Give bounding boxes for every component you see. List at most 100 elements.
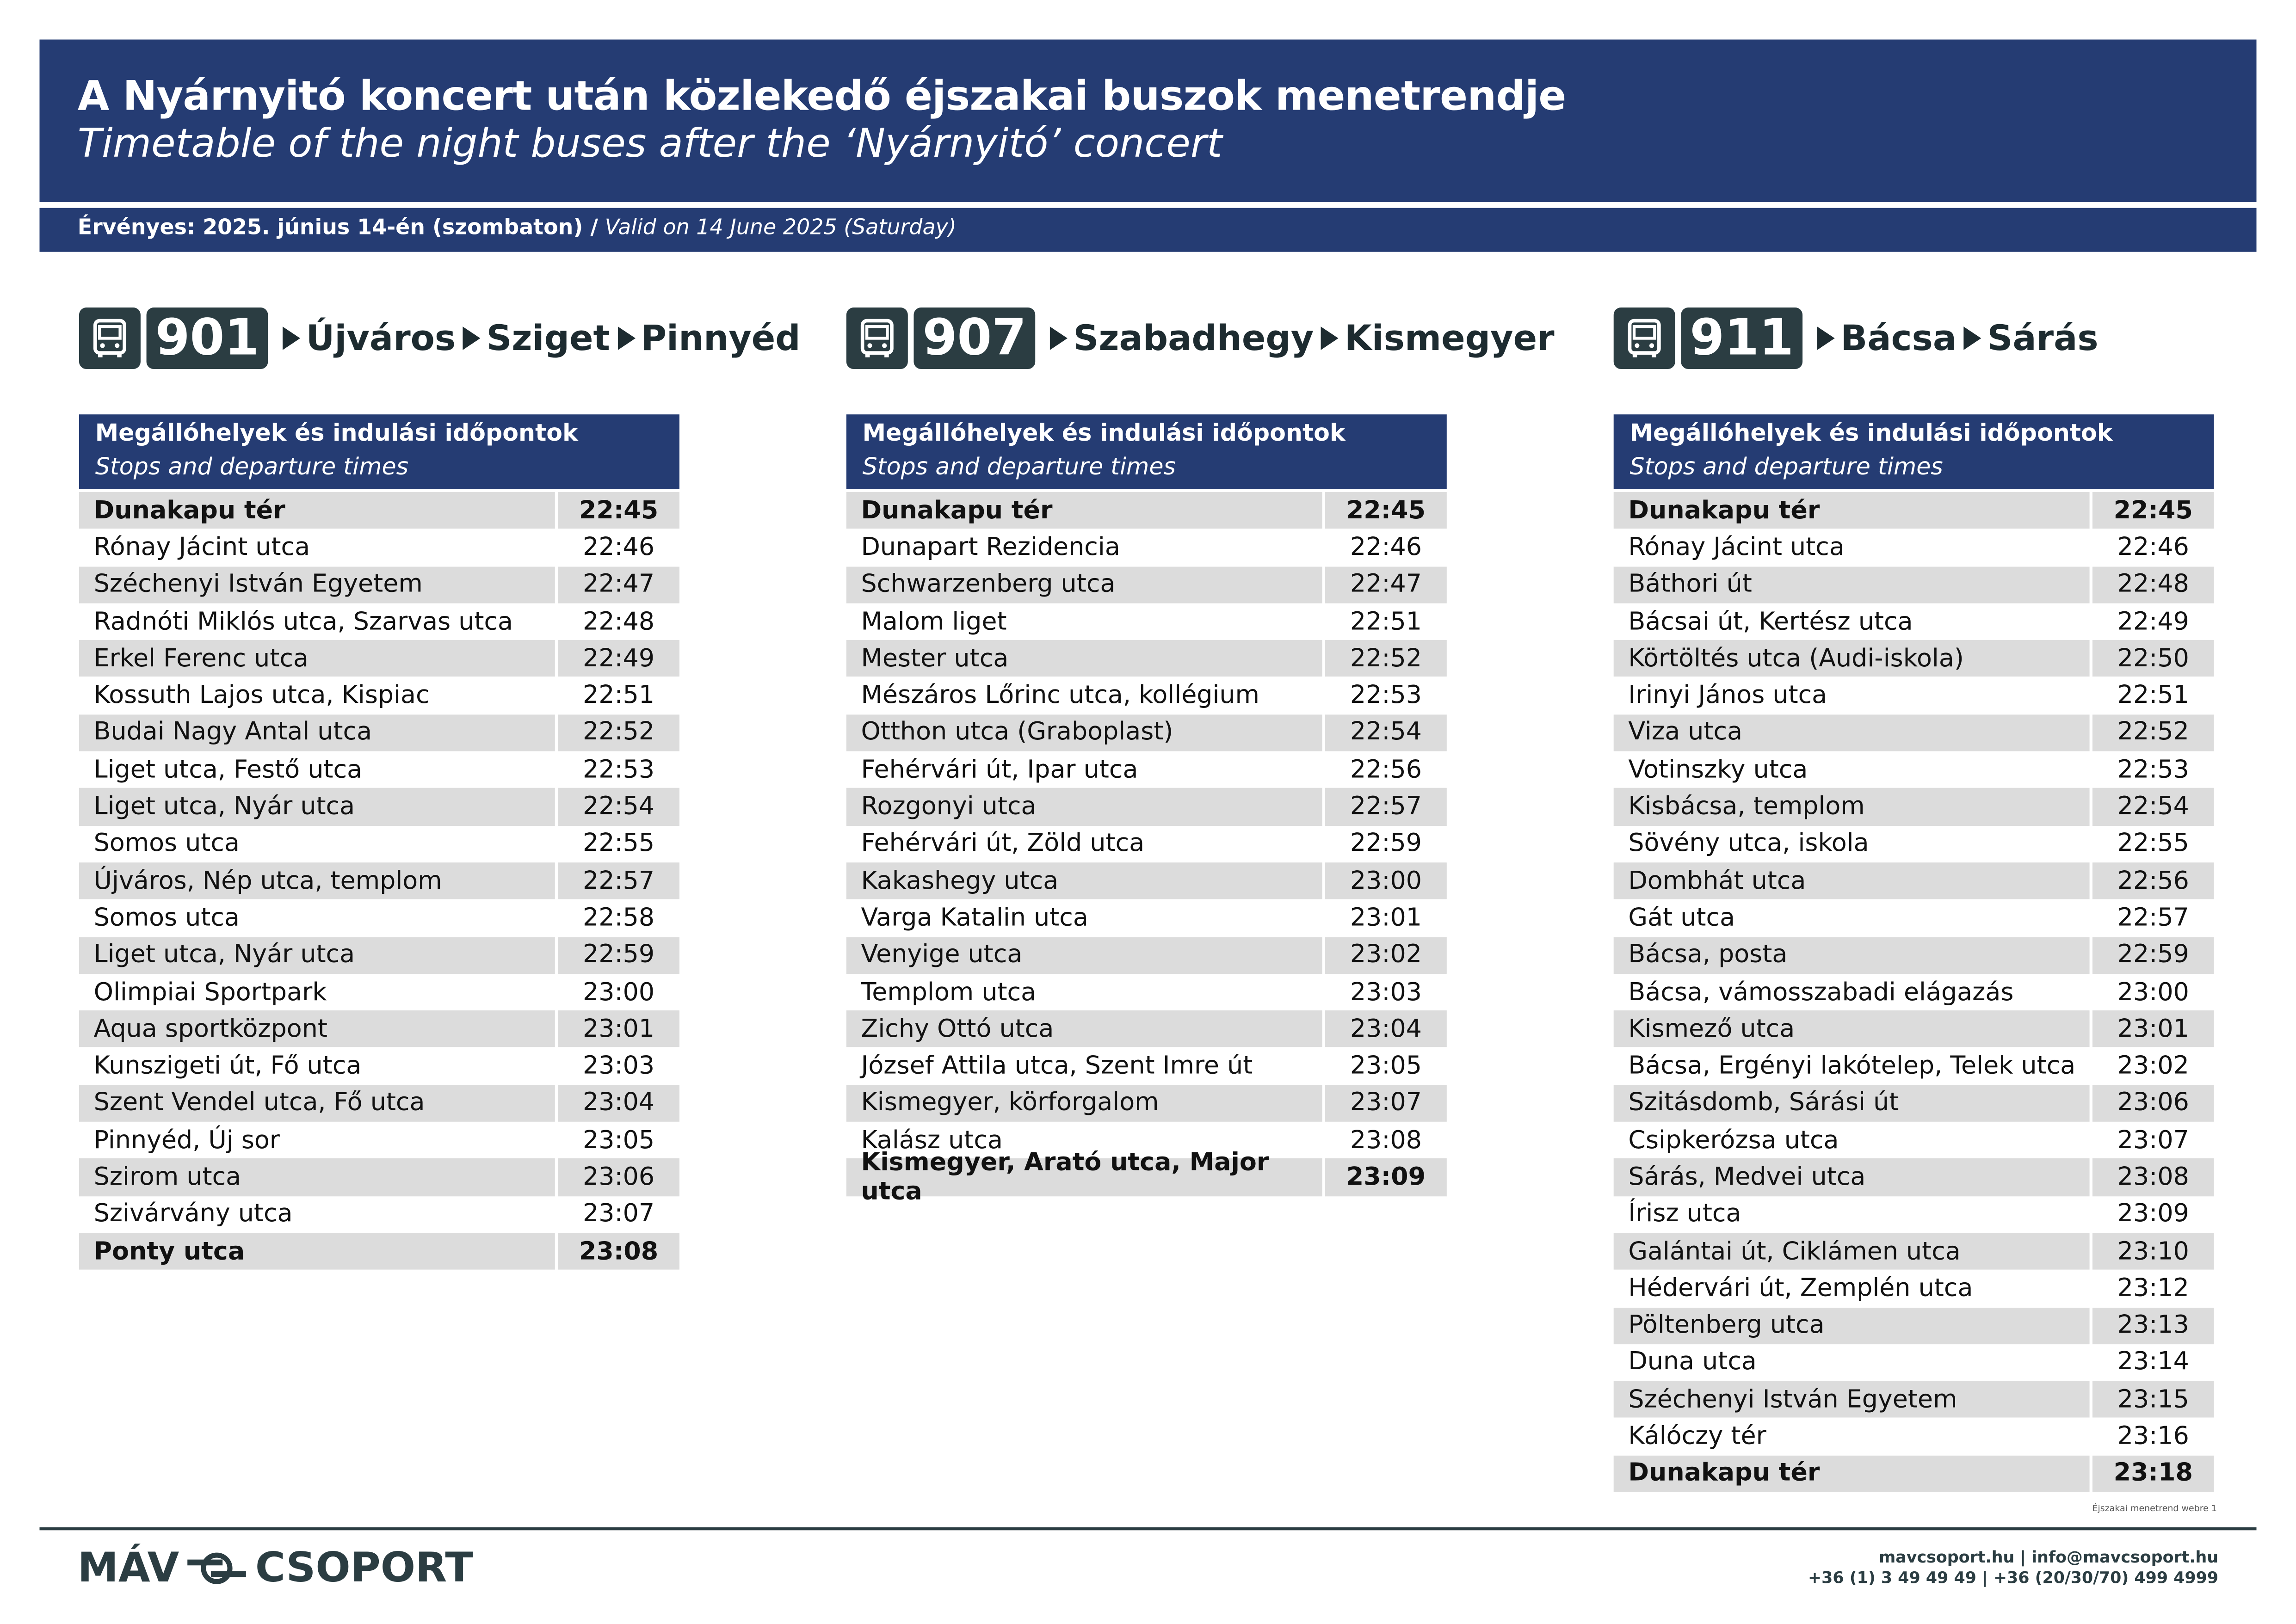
table-row: Bácsa, vámosszabadi elágazás 23:00 <box>1614 973 2214 1010</box>
table-row: Votinszky utca 22:53 <box>1614 751 2214 788</box>
stop-name: Rónay Jácint utca <box>93 533 310 562</box>
stop-name: Bácsai út, Kertész utca <box>1628 607 1913 637</box>
stop-name: Galántai út, Ciklámen utca <box>1613 1233 2090 1270</box>
stop-name: Kisbácsa, templom <box>1613 788 2090 826</box>
departure-time: 23:15 <box>2092 1381 2214 1418</box>
departure-time: 23:14 <box>2117 1347 2189 1378</box>
table-row: Liget utca, Nyár utca 22:59 <box>79 936 679 974</box>
stop-name: Gát utca <box>1628 903 1735 933</box>
departure-time: 23:12 <box>2117 1273 2189 1304</box>
validity: Érvényes: 2025. június 14-én (szombaton)… <box>78 217 957 240</box>
timetable: Megállóhelyek és indulási időpontok Stops… <box>846 414 1447 1206</box>
stop-name: Kalász utca <box>861 1126 1003 1155</box>
table-row: Somos utca 22:55 <box>79 825 679 862</box>
departure-time: 22:52 <box>1325 640 1447 677</box>
timetable: Megállóhelyek és indulási időpontok Stops… <box>79 414 679 1270</box>
table-row: Írisz utca 23:09 <box>1614 1196 2214 1233</box>
departure-time: 23:08 <box>1350 1126 1422 1155</box>
stop-name: Otthon utca (Graboplast) <box>846 714 1322 751</box>
table-row: Fehérvári út, Zöld utca 22:59 <box>846 825 1447 862</box>
departure-time: 22:59 <box>2092 936 2214 974</box>
table-row: Fehérvári út, Ipar utca 22:56 <box>846 751 1447 788</box>
table-row: Dunapart Rezidencia 22:46 <box>846 529 1447 566</box>
departure-time: 22:57 <box>2117 903 2189 933</box>
arrow <box>1049 326 1068 350</box>
departure-time: 22:46 <box>2117 533 2189 562</box>
route-heading: 911 Bácsa Sárás <box>1613 308 2098 369</box>
stop-name: Fehérvári út, Ipar utca <box>861 755 1138 785</box>
stop-name: Schwarzenberg utca <box>846 566 1322 603</box>
departure-time: 22:54 <box>2092 788 2214 826</box>
stop-name: Dunapart Rezidencia <box>861 533 1120 562</box>
route-number: 907 <box>913 308 1036 369</box>
departure-time: 23:09 <box>2117 1200 2189 1229</box>
subtitle: Timetable of the night buses after the ‘… <box>77 121 1222 167</box>
table-row: Zichy Ottó utca 23:04 <box>846 1010 1447 1048</box>
departure-time: 22:55 <box>582 829 655 859</box>
stop-name: Duna utca <box>1628 1347 1757 1378</box>
destination: Sárás <box>1987 318 2098 359</box>
contact-web: mavcsoport.hu | info@mavcsoport.hu <box>1879 1548 2219 1567</box>
stop-name: Erkel Ferenc utca <box>79 640 555 677</box>
table-row: József Attila utca, Szent Imre út 23:05 <box>846 1048 1447 1085</box>
table-row: Kisbácsa, templom 22:54 <box>1613 788 2214 826</box>
table-row: Olimpiai Sportpark 23:00 <box>79 973 679 1010</box>
header-hu: Megállóhelyek és indulási időpontok <box>95 418 578 447</box>
stop-name: Dunakapu tér <box>846 492 1322 529</box>
validity-band: Érvényes: 2025. június 14-én (szombaton)… <box>39 208 2257 252</box>
table-row: Rónay Jácint utca 22:46 <box>79 529 679 566</box>
table-row: Sárás, Medvei utca 23:08 <box>1613 1159 2214 1196</box>
departure-time: 23:06 <box>558 1159 679 1196</box>
stop-name: Szent Vendel utca, Fő utca <box>79 1084 555 1122</box>
stop-name: Ponty utca <box>79 1233 555 1270</box>
arrow <box>1321 326 1339 350</box>
departure-time: 23:01 <box>558 1010 679 1048</box>
arrow <box>282 326 300 350</box>
departure-time: 23:05 <box>582 1126 655 1155</box>
title: A Nyárnyitó koncert után közlekedő éjsza… <box>77 72 1567 120</box>
table-row: Pöltenberg utca 23:13 <box>1613 1307 2214 1344</box>
departure-time: 23:02 <box>2117 1052 2189 1081</box>
destination: Pinnyéd <box>641 318 801 359</box>
table-row: Kálóczy tér 23:16 <box>1614 1418 2214 1455</box>
arrow <box>617 326 635 350</box>
route-heading: 907 Szabadhegy Kismegyer <box>846 308 1555 369</box>
stop-name: Venyige utca <box>846 936 1322 974</box>
table-row: Erkel Ferenc utca 22:49 <box>79 640 679 677</box>
table-row: Rozgonyi utca 22:57 <box>846 788 1447 826</box>
departure-time: 23:01 <box>1350 903 1422 933</box>
departure-time: 22:46 <box>1350 533 1422 562</box>
bus-icon <box>846 308 908 369</box>
table-row: Csipkerózsa utca 23:07 <box>1614 1122 2214 1159</box>
table-row: Bácsa, Ergényi lakótelep, Telek utca 23:0… <box>1614 1048 2214 1085</box>
departure-time: 22:51 <box>2117 681 2189 711</box>
departure-time: 22:54 <box>558 788 679 826</box>
stop-name: Aqua sportközpont <box>79 1010 555 1048</box>
departure-time: 23:02 <box>1325 936 1447 974</box>
validity-en: Valid on 14 June 2025 (Saturday) <box>605 217 957 240</box>
stop-name: Budai Nagy Antal utca <box>79 714 555 751</box>
table-row: Liget utca, Nyár utca 22:54 <box>79 788 679 826</box>
table-row: Szivárvány utca 23:07 <box>79 1196 679 1233</box>
departure-time: 23:07 <box>2117 1126 2189 1155</box>
arrow <box>463 326 481 350</box>
stop-name: Kismegyer, Arató utca, Major utca <box>846 1148 1322 1206</box>
stop-name: Kismező utca <box>1613 1010 2090 1048</box>
header-en: Stops and departure times <box>95 452 409 480</box>
departure-time: 23:04 <box>558 1084 679 1122</box>
stop-name: Bácsa, Ergényi lakótelep, Telek utca <box>1628 1052 2076 1081</box>
departure-time: 23:07 <box>582 1200 655 1229</box>
route-number: 911 <box>1681 308 1803 369</box>
stop-name: Dunakapu tér <box>1613 1455 2090 1493</box>
departure-time: 23:01 <box>2092 1010 2214 1048</box>
departure-time: 22:50 <box>2092 640 2214 677</box>
table-row: Radnóti Miklós utca, Szarvas utca 22:48 <box>79 603 679 640</box>
logo-left: MÁV <box>77 1543 179 1592</box>
stop-name: Somos utca <box>93 903 240 933</box>
table-row: Kunszigeti út, Fő utca 23:03 <box>79 1048 679 1085</box>
table-row: Malom liget 22:51 <box>846 603 1447 640</box>
departure-time: 22:45 <box>558 492 679 529</box>
stop-name: Sárás, Medvei utca <box>1613 1159 2090 1196</box>
table-row: Széchenyi István Egyetem 22:47 <box>79 566 679 603</box>
